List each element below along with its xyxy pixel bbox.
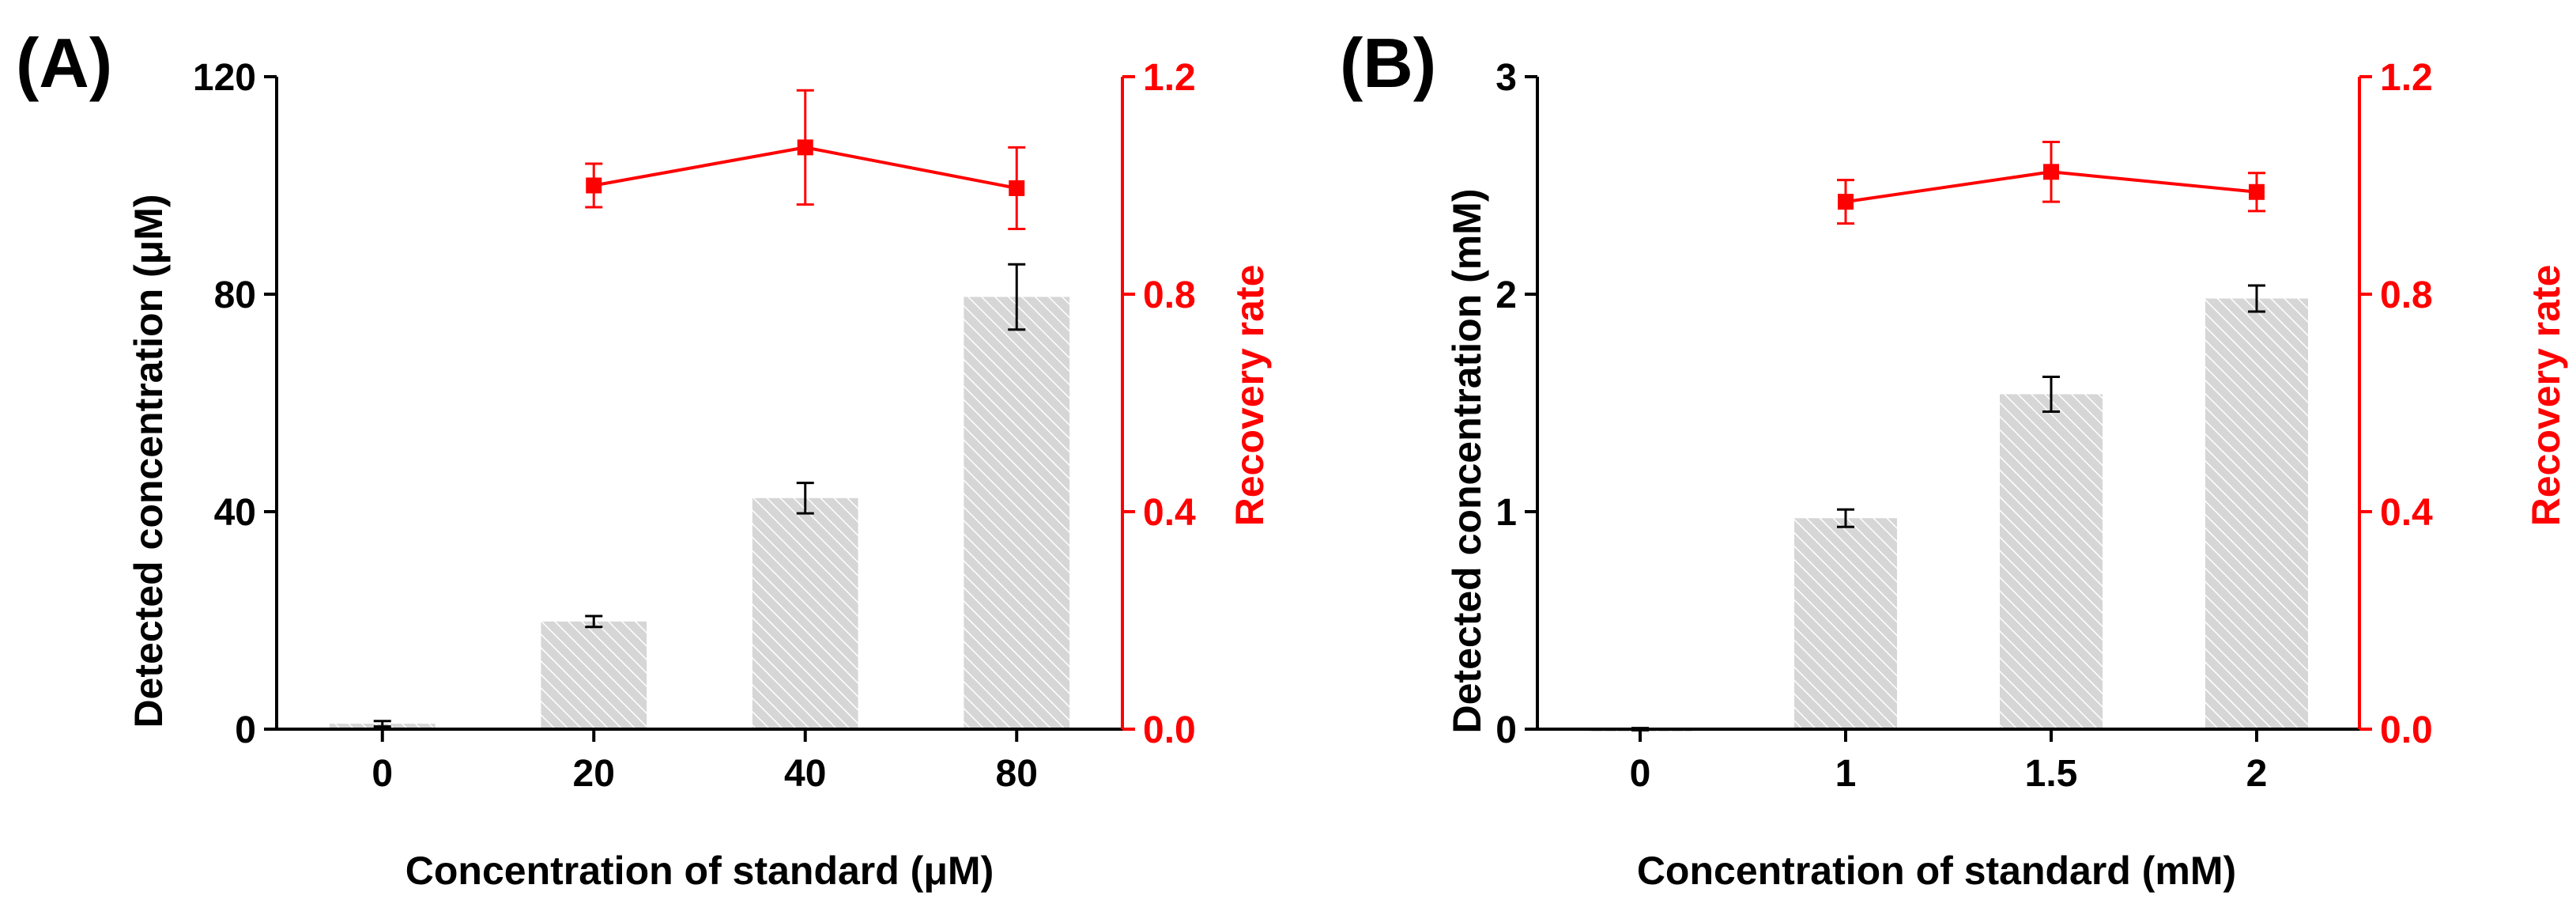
recovery-point <box>586 177 602 194</box>
x-tick-label: 1.5 <box>2025 753 2078 795</box>
y2-tick-label: 0.0 <box>2380 709 2433 751</box>
y-axis-title-a: Detected concentration (μM) <box>126 194 171 728</box>
y-tick-label: 3 <box>1495 57 1517 99</box>
x-tick-label: 0 <box>372 753 393 795</box>
bar <box>2000 394 2103 729</box>
bar <box>1794 518 1897 729</box>
bar <box>2205 298 2308 729</box>
y2-tick-label: 0.8 <box>2380 274 2433 316</box>
x-tick-label: 20 <box>573 753 615 795</box>
x-tick-label: 1 <box>1835 753 1857 795</box>
recovery-point <box>2249 183 2265 200</box>
y-tick-label: 0 <box>235 709 256 751</box>
y2-tick-label: 1.2 <box>2380 57 2433 99</box>
bar <box>752 497 858 729</box>
panel-label-b: (B) <box>1340 24 1436 102</box>
y-tick-label: 1 <box>1495 492 1517 534</box>
y-tick-label: 80 <box>214 274 256 316</box>
bar <box>541 621 647 729</box>
x-tick-label: 80 <box>996 753 1038 795</box>
y2-axis-title-a: Recovery rate <box>1228 265 1272 527</box>
recovery-point <box>1838 194 1854 210</box>
panel-a: (A) 0 40 80 120 0.0 0.4 0.8 1.2 0 20 40 80 Concentr… <box>16 24 1272 893</box>
panel-label-a: (A) <box>16 24 112 102</box>
bar <box>964 297 1070 729</box>
y2-tick-label: 0.0 <box>1143 709 1196 751</box>
y-axis-title-b: Detected concentration (mM) <box>1445 189 1489 734</box>
y-tick-label: 40 <box>214 492 256 534</box>
x-tick-label: 40 <box>784 753 826 795</box>
y2-tick-label: 0.4 <box>2380 492 2433 534</box>
y-tick-label: 2 <box>1495 274 1517 316</box>
y2-tick-label: 0.4 <box>1143 492 1196 534</box>
x-tick-label: 2 <box>2246 753 2268 795</box>
y-tick-label: 0 <box>1495 709 1517 751</box>
y2-tick-label: 0.8 <box>1143 274 1196 316</box>
y-tick-label: 120 <box>193 57 256 99</box>
plot-area-b: 0 1 2 3 0.0 0.4 0.8 1.2 0 1 1.5 2 <box>1495 57 2433 795</box>
x-tick-label: 0 <box>1630 753 1651 795</box>
plot-area-a: 0 40 80 120 0.0 0.4 0.8 1.2 0 20 40 80 <box>193 57 1196 795</box>
y2-tick-label: 1.2 <box>1143 57 1196 99</box>
recovery-point <box>1009 180 1025 196</box>
x-axis-title-b: Concentration of standard (mM) <box>1637 849 2236 893</box>
panel-b: (B) 0 1 2 3 0.0 0.4 0.8 1.2 0 1 1.5 2 Concentration… <box>1340 24 2568 893</box>
recovery-point <box>2043 164 2059 180</box>
y2-axis-title-b: Recovery rate <box>2524 265 2568 527</box>
recovery-point <box>797 139 813 156</box>
x-axis-title-a: Concentration of standard (μM) <box>405 849 994 893</box>
